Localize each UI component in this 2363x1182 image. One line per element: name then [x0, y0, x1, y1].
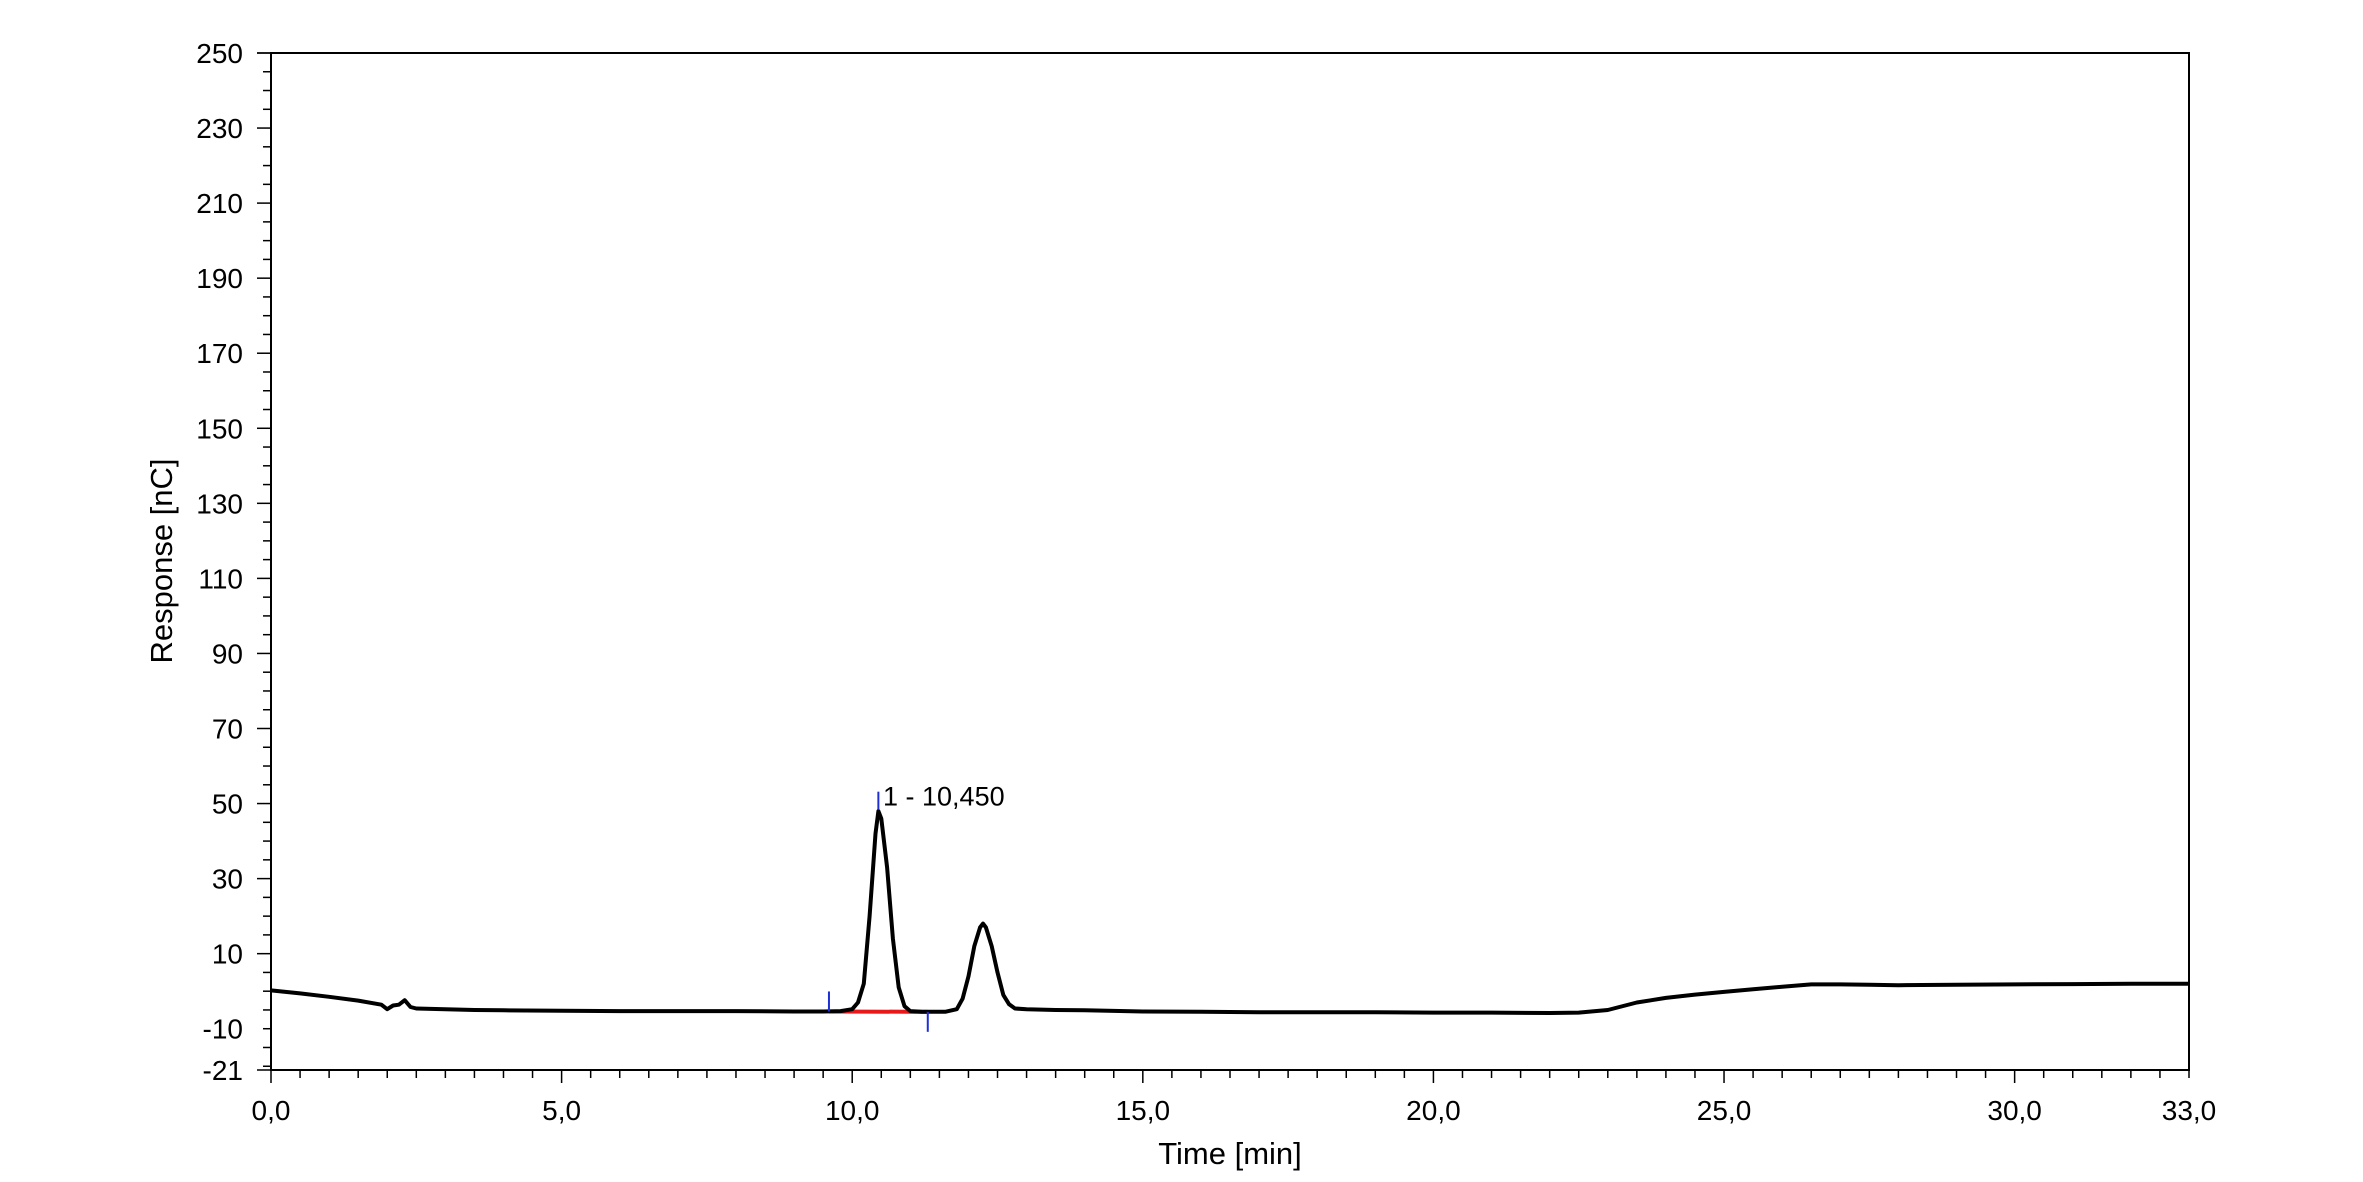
- y-tick-label: 70: [212, 713, 243, 744]
- series-layer: [270, 809, 2189, 1015]
- y-tick-label: -21: [203, 1055, 243, 1086]
- plot-frame: [270, 52, 2190, 1071]
- x-tick-label: 0,0: [252, 1095, 291, 1126]
- y-tick-label: 230: [196, 113, 243, 144]
- y-tick-label: 30: [212, 864, 243, 895]
- y-tick-label: 90: [212, 638, 243, 669]
- x-tick-label: 15,0: [1116, 1095, 1171, 1126]
- y-tick-label: 190: [196, 263, 243, 294]
- y-tick-label: 210: [196, 188, 243, 219]
- peak-marker-layer: [827, 791, 929, 1032]
- x-tick-label: 5,0: [542, 1095, 581, 1126]
- x-tick-label: 25,0: [1697, 1095, 1752, 1126]
- y-tick-label: 10: [212, 939, 243, 970]
- peak-label: 1 - 10,450: [883, 782, 1005, 812]
- x-tick-label: 33,0: [2162, 1095, 2217, 1126]
- y-axis-ticks: -21 -10 10 30 50 70 90 110 130 150 170 190 210 230 250: [196, 38, 271, 1086]
- x-tick-label: 30,0: [1987, 1095, 2042, 1126]
- chromatogram-trace: [270, 809, 2189, 1015]
- x-axis-ticks: 0,0 5,0 10,0 15,0 20,0 25,0 30,0 33,0: [252, 1070, 2217, 1126]
- y-tick-label: -10: [203, 1014, 243, 1045]
- x-tick-label: 10,0: [825, 1095, 880, 1126]
- y-tick-label: 50: [212, 789, 243, 820]
- y-tick-label: 150: [196, 413, 243, 444]
- y-tick-label: 250: [196, 38, 243, 69]
- annotation-layer: 1 - 10,450: [883, 782, 1005, 812]
- x-axis-title: Time [min]: [1158, 1136, 1302, 1171]
- y-tick-label: 170: [196, 338, 243, 369]
- y-axis-title: Response [nC]: [144, 458, 179, 663]
- y-tick-label: 110: [198, 563, 243, 594]
- x-tick-label: 20,0: [1406, 1095, 1461, 1126]
- y-tick-label: 130: [196, 488, 243, 519]
